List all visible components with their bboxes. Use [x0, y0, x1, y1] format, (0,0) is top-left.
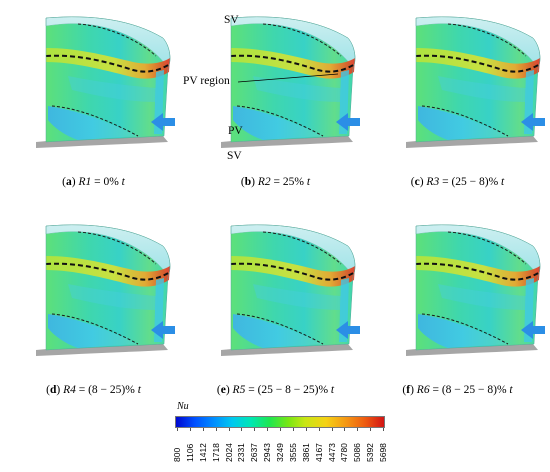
colorbar-tick-label: 3861 [300, 443, 311, 462]
caption-c: (c) R3 = (25 − 8)% t [410, 176, 505, 188]
caption-unit: t [137, 384, 141, 396]
colorbar-tick-label: 2024 [223, 443, 234, 462]
pv-region-leader [237, 73, 339, 83]
caption-unit: t [509, 384, 513, 396]
colorbar-tick-mark [215, 428, 217, 431]
flow-arrow-f [521, 321, 545, 339]
colorbar-tick-mark [305, 428, 307, 431]
colorbar-tick-mark [202, 428, 204, 431]
blade-panel-a [35, 15, 172, 150]
colorbar-tick-label: 5086 [352, 443, 363, 462]
colorbar-tick-mark [383, 428, 384, 431]
caption-value: = (25 − 8)% [439, 176, 502, 188]
caption-value: = (8 − 25 − 8)% [429, 384, 510, 396]
colorbar-tick-label: 4780 [339, 443, 350, 462]
blade-panel-f [405, 223, 542, 357]
annotation-pv: PV [228, 125, 243, 137]
colorbar-tick-mark [292, 428, 294, 431]
caption-b: (b) R2 = 25% t [240, 176, 311, 188]
caption-letter: f [406, 384, 411, 396]
caption-variable: R4 [63, 384, 76, 396]
caption-a: (a) R1 = 0% t [62, 176, 125, 188]
flow-arrow-d [151, 321, 175, 339]
caption-letter: b [244, 176, 252, 188]
caption-variable: R6 [416, 384, 430, 396]
annotation-pv-region: PV region [183, 75, 230, 87]
caption-unit: t [306, 176, 311, 188]
flow-arrow-e [336, 321, 360, 339]
colorbar-tick-label: 4167 [313, 443, 324, 462]
caption-f: (f) R6 = (8 − 25 − 8)% t [402, 384, 513, 396]
caption-e: (e) R5 = (25 − 8 − 25)% t [216, 384, 335, 396]
colorbar-tick-label: 1106 [184, 443, 195, 462]
flow-arrow-a [151, 113, 175, 131]
colorbar-tick-label: 2943 [262, 443, 273, 462]
colorbar-tick-label: 2637 [249, 443, 260, 462]
colorbar-tick-label: 3249 [275, 443, 285, 462]
colorbar-tick-mark [318, 428, 320, 431]
caption-unit: t [501, 176, 505, 188]
colorbar-tick-label: 3555 [287, 443, 298, 462]
colorbar-tick-mark [177, 428, 178, 431]
blade-panel-c [405, 15, 542, 150]
caption-unit: t [121, 176, 125, 188]
caption-letter: a [65, 176, 72, 188]
caption-d: (d) R4 = (8 − 25)% t [46, 384, 141, 396]
colorbar-tick-label: 2331 [236, 443, 247, 462]
caption-value: = (8 − 25)% [75, 384, 138, 396]
colorbar-tick-mark [254, 428, 256, 431]
blade-panel-d [35, 223, 172, 357]
annotation-sv-top: SV [224, 14, 239, 26]
colorbar-tick-mark [241, 428, 243, 431]
flow-arrow-b [336, 113, 360, 131]
colorbar-tick-mark [189, 428, 191, 431]
colorbar-tick-mark [267, 428, 269, 431]
colorbar-tick-mark [370, 428, 372, 431]
caption-variable: R2 [257, 176, 271, 188]
colorbar-tick-mark [228, 428, 230, 431]
colorbar-tick-mark [344, 428, 346, 431]
colorbar-tick-label: 5392 [365, 443, 376, 462]
colorbar [175, 416, 385, 428]
caption-variable: R5 [232, 384, 246, 396]
colorbar-tick-label: 1412 [197, 443, 208, 462]
caption-value: = 25% [270, 176, 307, 188]
colorbar-tick-label: 5698 [378, 443, 388, 462]
colorbar-tick-mark [357, 428, 359, 431]
flow-arrow-c [521, 113, 545, 131]
colorbar-tick-label: 1718 [210, 443, 221, 462]
colorbar-tick-label: 800 [172, 447, 182, 462]
caption-variable: R3 [426, 176, 440, 188]
colorbar-title: Nu [177, 401, 189, 412]
caption-letter: c [414, 176, 420, 188]
blade-panel-e [220, 223, 357, 357]
caption-letter: e [220, 384, 226, 396]
caption-letter: d [49, 384, 57, 396]
annotation-sv-bottom: SV [227, 150, 242, 162]
colorbar-tick-label: 4473 [326, 443, 337, 462]
caption-value: = 0% [91, 176, 122, 188]
caption-value: = (25 − 8 − 25)% [245, 384, 331, 396]
colorbar-tick-mark [280, 428, 281, 431]
caption-variable: R1 [78, 176, 92, 188]
caption-unit: t [330, 384, 335, 396]
colorbar-tick-mark [331, 428, 333, 431]
